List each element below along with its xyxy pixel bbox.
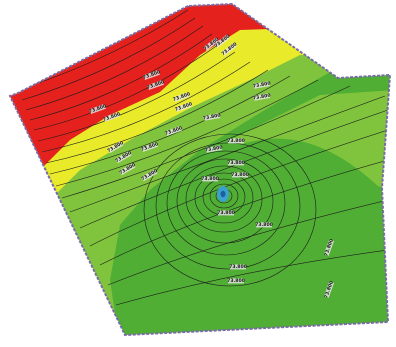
contour-label: 73.800 <box>227 138 245 144</box>
contour-label-text: 73.800 <box>231 172 249 178</box>
contour-label-text: 73.800 <box>227 278 245 284</box>
contour-label-text: 73.800 <box>229 264 247 270</box>
contour-label: 73.800 <box>231 172 249 178</box>
contour-label: 73.800 <box>255 222 273 228</box>
contour-label-text: 73.800 <box>227 160 245 166</box>
contour-label: 73.800 <box>217 210 235 216</box>
contour-label-text: 73.800 <box>227 138 245 144</box>
contour-label-text: 73.800 <box>217 210 235 216</box>
contour-label: 73.800 <box>201 176 219 182</box>
center-marker <box>217 186 229 202</box>
contour-label-text: 73.800 <box>255 222 273 228</box>
contour-label: 73.800 <box>229 264 247 270</box>
contour-label-text: 73.800 <box>201 176 219 182</box>
contour-label: 73.800 <box>227 160 245 166</box>
contour-label: 73.800 <box>227 278 245 284</box>
